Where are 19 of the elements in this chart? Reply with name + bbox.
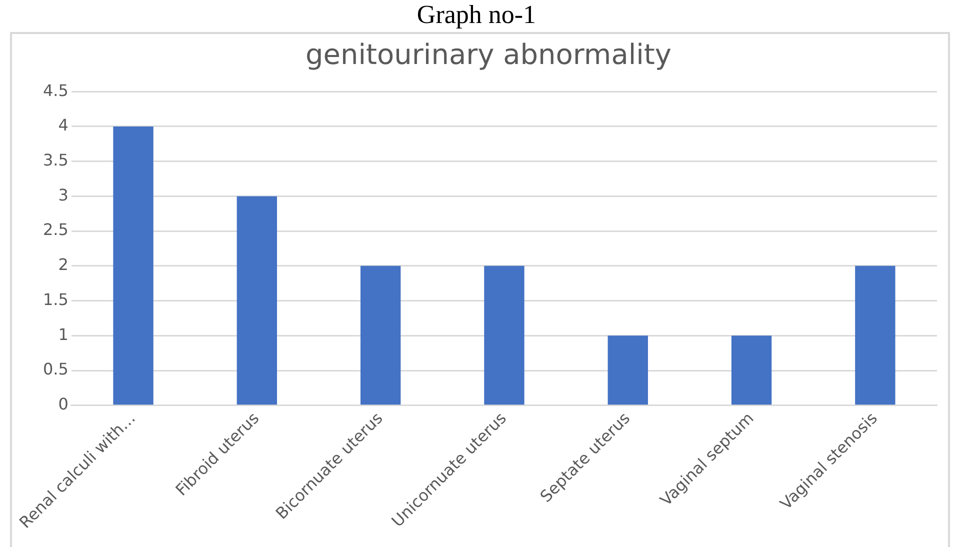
chart-title: genitourinary abnormality	[306, 38, 672, 72]
bar	[236, 196, 278, 405]
bar	[855, 266, 896, 405]
y-tick-label: 3.5	[42, 150, 68, 170]
bar	[360, 266, 401, 405]
bar	[113, 126, 154, 405]
text: Graph no-1	[416, 0, 538, 30]
y-tick-label: 4	[58, 116, 68, 135]
bar	[731, 336, 772, 405]
y-tick-label: 1	[58, 324, 68, 344]
y-tick-label: 1.5	[42, 290, 68, 309]
y-tick-label: 0.5	[42, 360, 68, 379]
y-tick-label: 2	[58, 255, 68, 274]
y-tick-label: 0	[58, 394, 68, 414]
y-tick-label: 3	[58, 185, 68, 204]
bar	[484, 266, 524, 405]
bar	[608, 336, 648, 405]
y-tick-label: 2.5	[42, 220, 68, 240]
y-tick-label: 4.5	[42, 80, 68, 100]
